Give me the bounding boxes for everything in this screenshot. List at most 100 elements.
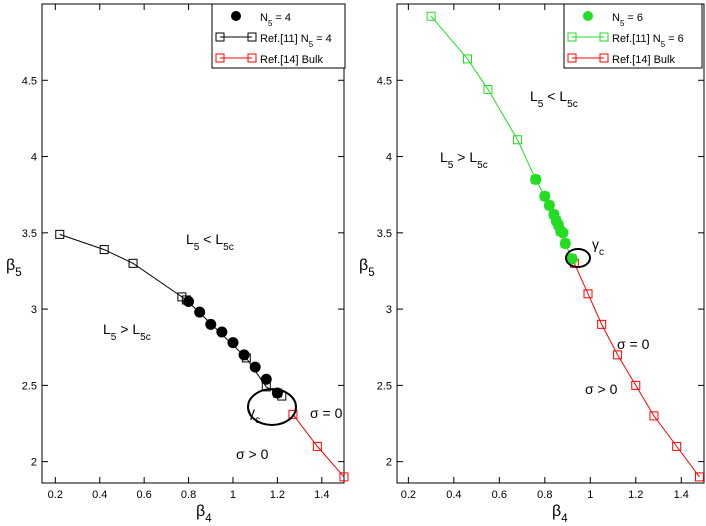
data-point <box>216 326 228 338</box>
legend-label-part: 5 <box>661 40 666 49</box>
x-axis-label-part: 4 <box>561 513 568 525</box>
y-tick-label: 3.5 <box>22 228 37 240</box>
data-point <box>260 373 272 385</box>
data-point <box>583 289 593 299</box>
x-tick-label: 0.2 <box>401 489 416 501</box>
data-point <box>566 253 578 265</box>
annotation: σ > 0 <box>585 381 618 397</box>
annotation-part: 5c <box>140 332 151 343</box>
data-point <box>128 258 138 268</box>
critical-ellipse <box>565 248 591 268</box>
x-axis-label-part: β <box>552 503 561 520</box>
data-point <box>99 245 109 255</box>
data-point <box>55 229 65 239</box>
y-axis-label-part: β <box>6 257 15 274</box>
annotation-part: σ > 0 <box>585 381 618 397</box>
data-point <box>513 135 523 145</box>
annotation-part: σ > 0 <box>236 446 269 462</box>
x-tick-label: 0.2 <box>48 489 63 501</box>
x-axis-label-part: β <box>196 503 205 520</box>
annotation: σ = 0 <box>617 336 650 352</box>
annotation-part: L <box>530 88 538 104</box>
annotation-part: < L <box>199 231 223 247</box>
y-tick-label: 2 <box>386 457 392 469</box>
legend-marker <box>231 11 241 21</box>
x-tick-label: 0.4 <box>92 489 107 501</box>
data-point <box>597 319 607 329</box>
annotation-part: 5c <box>223 242 234 253</box>
legend-label-part: = 6 <box>624 12 643 24</box>
x-tick-label: 1 <box>587 489 593 501</box>
legend-label-part: Ref.[14] Bulk <box>612 54 675 66</box>
annotation: γc <box>248 404 260 426</box>
data-point <box>312 441 322 451</box>
series-line <box>573 263 700 478</box>
data-point <box>483 84 493 94</box>
data-point <box>205 318 217 330</box>
annotation-part: 5 <box>538 99 544 110</box>
legend-label-part: = 4 <box>272 12 291 24</box>
legend-label: Ref.[11] N5 = 6 <box>612 33 684 49</box>
plot-frame <box>41 3 345 484</box>
y-axis-label: β5 <box>6 257 22 279</box>
annotation-part: < L <box>543 88 567 104</box>
x-tick-label: 1 <box>230 489 236 501</box>
legend-label: N5 = 6 <box>612 12 643 28</box>
annotation-part: σ = 0 <box>617 336 650 352</box>
legend-marker <box>247 53 257 63</box>
annotation-part: L <box>103 321 111 337</box>
series-line <box>430 15 573 259</box>
y-axis-label-part: 5 <box>368 267 374 279</box>
data-point <box>694 472 704 482</box>
annotation-part: 5 <box>448 160 454 171</box>
data-point <box>539 190 551 202</box>
legend-marker <box>567 53 577 63</box>
annotation-part: 5 <box>194 242 200 253</box>
legend-label-part: 5 <box>268 19 273 28</box>
data-point <box>530 173 542 185</box>
annotation-part: > L <box>453 149 477 165</box>
legend-label-part: = 6 <box>665 33 684 45</box>
legend-label-part: Ref.[11] N <box>612 33 661 45</box>
x-tick-label: 1.4 <box>314 489 329 501</box>
annotation: L5 < L5c <box>530 88 578 110</box>
x-tick-label: 1.2 <box>628 489 643 501</box>
annotation-part: L <box>186 231 194 247</box>
annotation-part: 5c <box>477 160 488 171</box>
annotation: L5 > L5c <box>440 149 488 171</box>
y-tick-label: 2 <box>31 457 37 469</box>
series-line <box>292 414 345 478</box>
x-tick-label: 0.6 <box>492 489 507 501</box>
legend-label-part: = 4 <box>313 33 332 45</box>
x-tick-label: 0.8 <box>537 489 552 501</box>
legend-marker <box>599 32 609 42</box>
x-axis-label-part: 4 <box>205 513 212 525</box>
x-axis-label: β4 <box>196 503 212 525</box>
legend-label-part: Ref.[14] Bulk <box>260 54 323 66</box>
data-point <box>339 472 349 482</box>
legend-marker <box>247 32 257 42</box>
legend-label: Ref.[14] Bulk <box>260 54 323 66</box>
annotation-part: L <box>440 149 448 165</box>
data-point <box>288 409 298 419</box>
x-tick-label: 0.8 <box>181 489 196 501</box>
legend-marker <box>599 53 609 63</box>
y-tick-label: 3 <box>386 304 392 316</box>
x-tick-label: 0.6 <box>136 489 151 501</box>
annotation-part: 5 <box>111 332 117 343</box>
data-point <box>249 361 261 373</box>
annotation: σ = 0 <box>310 405 343 421</box>
annotation-part: > L <box>116 321 140 337</box>
legend-marker <box>567 32 577 42</box>
y-tick-label: 2.5 <box>22 380 37 392</box>
data-point <box>613 350 623 360</box>
y-tick-label: 4.5 <box>22 75 37 87</box>
legend-label-part: N <box>260 12 268 24</box>
data-point <box>238 349 250 361</box>
data-point <box>631 380 641 390</box>
annotation-part: σ = 0 <box>310 405 343 421</box>
data-point <box>559 238 571 249</box>
legend-marker <box>215 53 225 63</box>
y-axis-label-part: 5 <box>15 267 21 279</box>
